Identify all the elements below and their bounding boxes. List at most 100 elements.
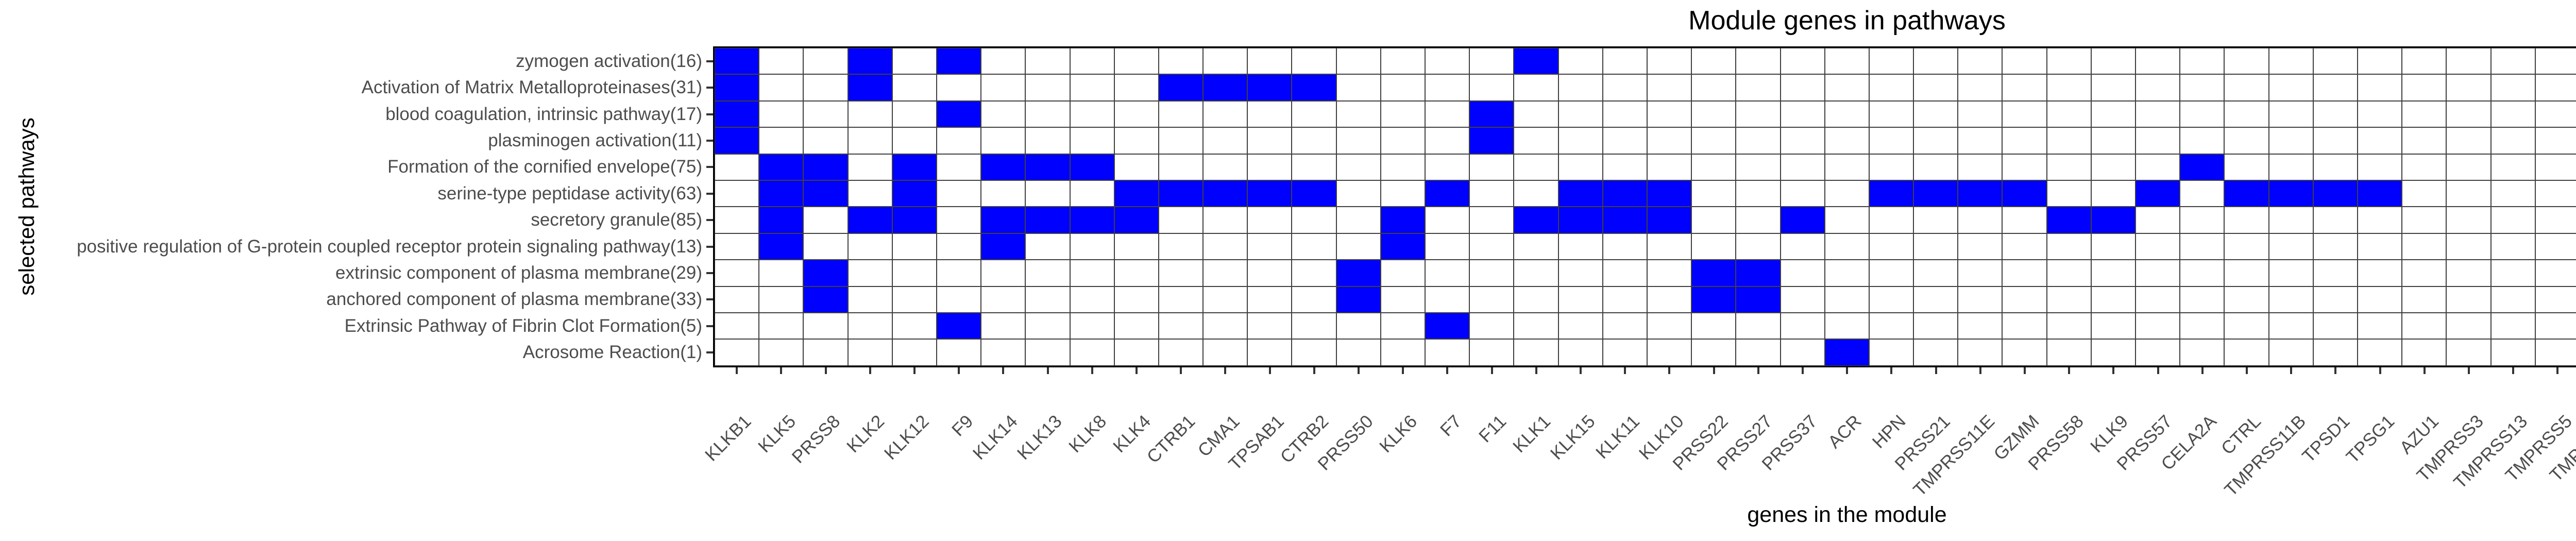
x-axis-tick	[1624, 367, 1626, 374]
heatmap-cell	[1336, 74, 1381, 101]
heatmap-cell	[2136, 154, 2180, 181]
heatmap-cell	[1292, 127, 1336, 154]
x-tick-label: KLK14	[969, 411, 1022, 464]
heatmap-cell	[1691, 313, 1736, 340]
heatmap-cell	[848, 233, 892, 260]
heatmap-cell	[1647, 180, 1692, 207]
heatmap-cell	[1824, 286, 1869, 313]
heatmap-cell	[2357, 48, 2402, 75]
heatmap-cell	[2224, 74, 2269, 101]
heatmap-cell	[1114, 100, 1159, 128]
heatmap-cell	[1958, 339, 2003, 366]
heatmap-cell	[2402, 74, 2447, 101]
heatmap-cell	[1469, 233, 1514, 260]
heatmap-cell	[1025, 233, 1070, 260]
heatmap-cell	[2091, 313, 2136, 340]
heatmap-cell	[1691, 260, 1736, 286]
y-axis-tick	[706, 245, 713, 248]
heatmap-cell	[803, 260, 848, 286]
y-tick-label: secretory granule(85)	[531, 210, 702, 230]
heatmap-cell	[2136, 339, 2180, 366]
heatmap-cell	[1602, 207, 1647, 233]
x-axis-tick	[2556, 367, 2559, 374]
heatmap-cell	[2313, 233, 2358, 260]
heatmap-cell	[1070, 313, 1114, 340]
x-tick-label: KLKB1	[701, 411, 755, 465]
heatmap-cell	[1203, 207, 1248, 233]
x-axis-tick	[1180, 367, 1182, 374]
heatmap-cell	[2313, 313, 2358, 340]
heatmap-cell	[1114, 339, 1159, 366]
heatmap-cell	[2180, 286, 2225, 313]
x-axis-tick	[2423, 367, 2426, 374]
heatmap-cell	[1824, 154, 1869, 181]
heatmap-cell	[848, 100, 892, 128]
heatmap-cell	[1380, 100, 1425, 128]
heatmap-cell	[759, 100, 804, 128]
heatmap-cell	[936, 154, 981, 181]
heatmap-cell	[1469, 48, 1514, 75]
x-axis-tick	[1446, 367, 1449, 374]
heatmap-cell	[1292, 180, 1336, 207]
heatmap-cell	[2446, 127, 2491, 154]
heatmap-cell	[1380, 313, 1425, 340]
y-tick-label: Extrinsic Pathway of Fibrin Clot Formati…	[344, 315, 702, 336]
heatmap-cell	[2313, 127, 2358, 154]
heatmap-cell	[803, 313, 848, 340]
heatmap-cell	[2402, 339, 2447, 366]
heatmap-cell	[981, 48, 1026, 75]
heatmap-cell	[1380, 233, 1425, 260]
heatmap-cell	[2180, 233, 2225, 260]
heatmap-cell	[1114, 127, 1159, 154]
heatmap-cell	[1558, 180, 1603, 207]
heatmap-cell	[1114, 286, 1159, 313]
heatmap-cell	[2046, 339, 2091, 366]
heatmap-cell	[803, 74, 848, 101]
heatmap-cell	[1736, 74, 1781, 101]
heatmap-cell	[1425, 100, 1470, 128]
x-tick-label: F7	[1436, 411, 1466, 441]
heatmap-cell	[1602, 180, 1647, 207]
heatmap-cell	[2136, 313, 2180, 340]
heatmap-cell	[1869, 154, 1914, 181]
heatmap-cell	[1824, 180, 1869, 207]
heatmap-cell	[2136, 74, 2180, 101]
heatmap-cell	[1070, 286, 1114, 313]
heatmap-cell	[1958, 180, 2003, 207]
heatmap-cell	[2180, 313, 2225, 340]
y-tick-label: serine-type peptidase activity(63)	[437, 183, 702, 204]
heatmap-cell	[2091, 154, 2136, 181]
heatmap-cell	[1691, 154, 1736, 181]
heatmap-cell	[1958, 74, 2003, 101]
heatmap-cell	[1070, 207, 1114, 233]
heatmap-cell	[2224, 313, 2269, 340]
heatmap-cell	[1158, 154, 1204, 181]
heatmap-cell	[1292, 339, 1336, 366]
x-axis-tick	[1091, 367, 1093, 374]
heatmap-panel	[713, 46, 2576, 367]
heatmap-cell	[892, 48, 937, 75]
heatmap-cell	[1647, 48, 1692, 75]
heatmap-cell	[1025, 207, 1070, 233]
heatmap-cell	[1158, 260, 1204, 286]
heatmap-cell	[1824, 339, 1869, 366]
heatmap-cell	[2535, 74, 2576, 101]
heatmap-cell	[981, 74, 1026, 101]
heatmap-cell	[2180, 100, 2225, 128]
heatmap-cell	[1158, 207, 1204, 233]
heatmap-cell	[803, 233, 848, 260]
heatmap-cell	[2402, 260, 2447, 286]
heatmap-cell	[1558, 260, 1603, 286]
heatmap-cell	[1158, 233, 1204, 260]
x-axis-tick	[2245, 367, 2248, 374]
heatmap-cell	[1647, 260, 1692, 286]
y-axis-tick	[706, 325, 713, 327]
heatmap-cell	[1247, 286, 1292, 313]
x-tick-label: KLK12	[880, 411, 933, 464]
heatmap-cell	[981, 260, 1026, 286]
heatmap-cell	[1780, 207, 1825, 233]
heatmap-cell	[1736, 48, 1781, 75]
heatmap-cell	[1514, 207, 1558, 233]
heatmap-cell	[1469, 313, 1514, 340]
heatmap-cell	[1824, 313, 1869, 340]
